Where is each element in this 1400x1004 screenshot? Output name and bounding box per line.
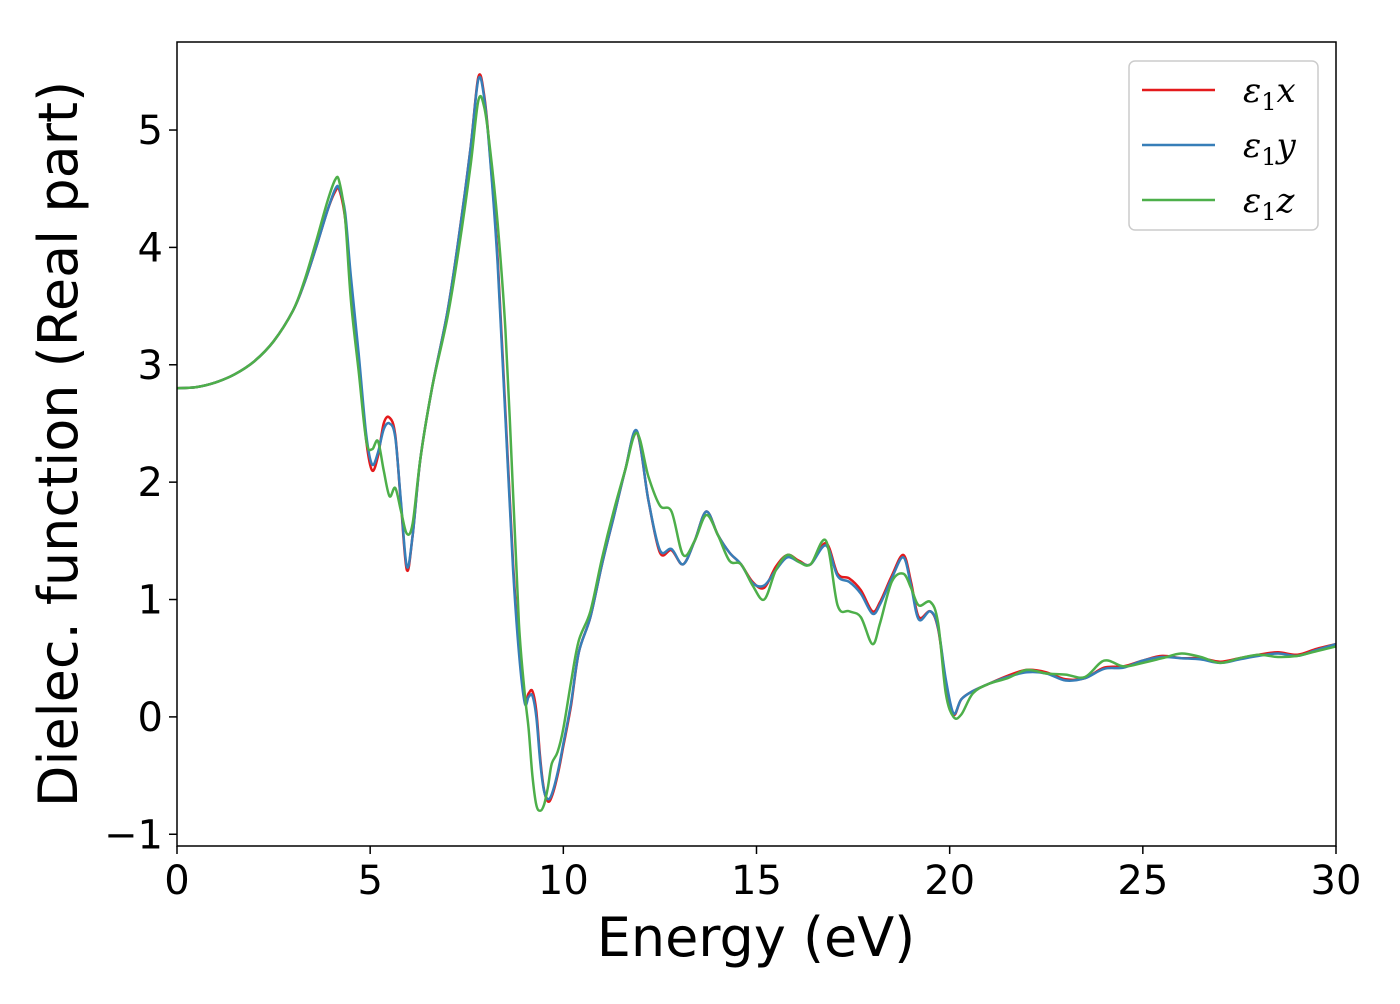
y-tick-label: −1: [104, 812, 163, 858]
x-tick-label: 30: [1311, 858, 1362, 904]
series-line-z: [177, 94, 1336, 813]
x-axis: 0 5 10 15 20 25 30: [164, 846, 1361, 904]
y-tick-label: 1: [138, 578, 163, 624]
x-axis-title: Energy (eV): [597, 906, 916, 969]
y-tick-label: 2: [138, 460, 163, 506]
x-tick-label: 5: [357, 858, 382, 904]
x-tick-label: 0: [164, 858, 189, 904]
y-tick-label: 5: [138, 108, 163, 154]
legend-label: ε1x: [1243, 71, 1296, 116]
x-tick-label: 10: [538, 858, 589, 904]
x-tick-label: 15: [731, 858, 782, 904]
legend-box: [1128, 60, 1319, 231]
y-tick-label: 3: [138, 343, 163, 389]
legend: ε1x ε1y ε1z: [1128, 60, 1319, 231]
y-axis: −1 0 1 2 3 4 5: [104, 108, 177, 858]
y-tick-label: 4: [138, 225, 163, 271]
legend-label: ε1y: [1243, 126, 1297, 171]
series-layer: [177, 73, 1336, 813]
y-axis-title: Dielec. function (Real part): [27, 81, 90, 807]
y-tick-label: 0: [138, 695, 163, 741]
x-tick-label: 20: [924, 858, 975, 904]
x-tick-label: 25: [1117, 858, 1168, 904]
legend-label: ε1z: [1243, 181, 1296, 226]
